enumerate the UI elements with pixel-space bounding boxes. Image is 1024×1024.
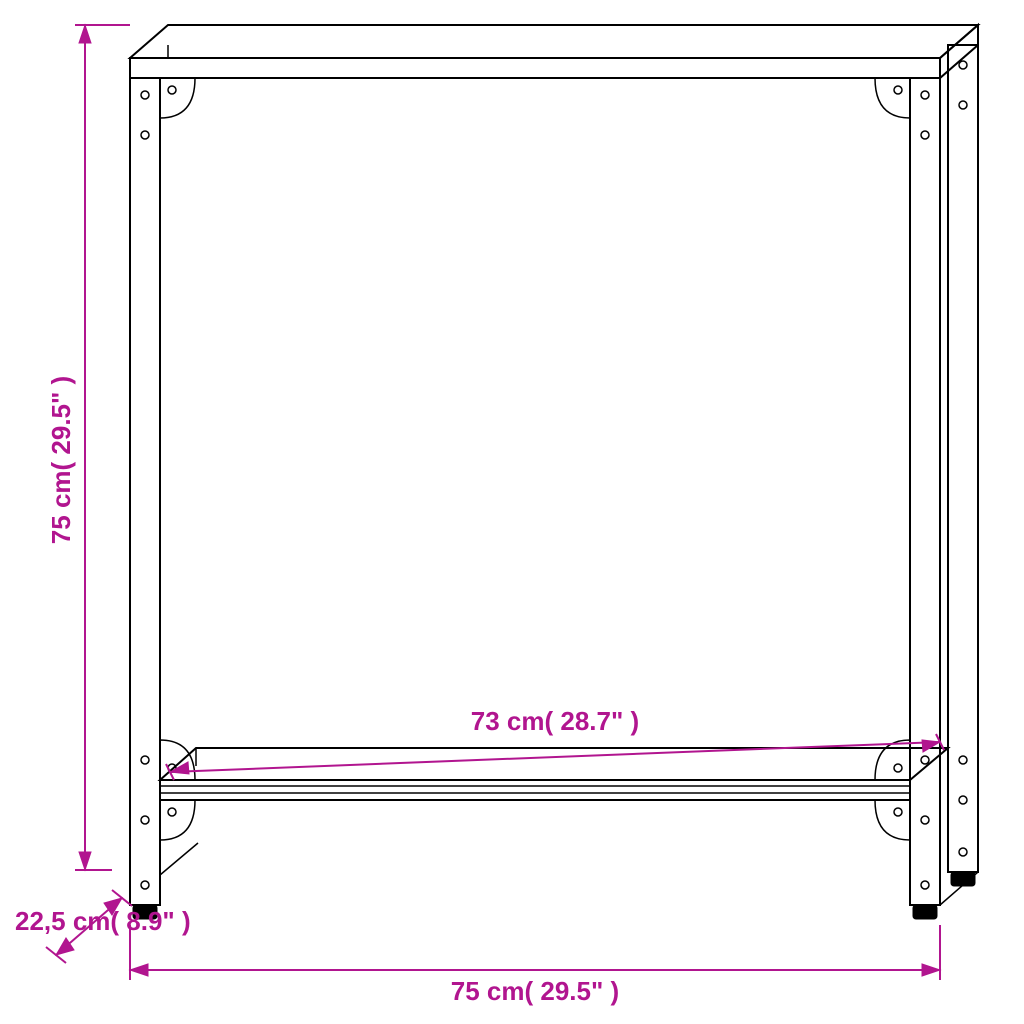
leg-front-left: [130, 78, 160, 919]
dim-depth: 22,5 cm( 8.9" ): [15, 890, 191, 963]
lower-shelf: [160, 748, 948, 800]
dim-shelf-label: 73 cm( 28.7" ): [471, 706, 639, 736]
dimension-drawing: 75 cm( 29.5" ) 22,5 cm( 8.9" ) 75 cm( 29…: [0, 0, 1024, 1024]
top-board: [130, 25, 978, 78]
dim-depth-label: 22,5 cm( 8.9" ): [15, 906, 191, 936]
leg-front-right: [910, 78, 940, 919]
dim-height: 75 cm( 29.5" ): [46, 25, 130, 870]
leg-back-right: [940, 45, 978, 905]
brackets: [141, 61, 967, 889]
dim-height-label: 75 cm( 29.5" ): [46, 376, 76, 544]
dim-width-label: 75 cm( 29.5" ): [451, 976, 619, 1006]
dim-width: 75 cm( 29.5" ): [130, 925, 940, 1006]
dimensions: 75 cm( 29.5" ) 22,5 cm( 8.9" ) 75 cm( 29…: [15, 25, 944, 1006]
dim-shelf-width: 73 cm( 28.7" ): [166, 706, 944, 780]
table-outline: [130, 25, 978, 919]
